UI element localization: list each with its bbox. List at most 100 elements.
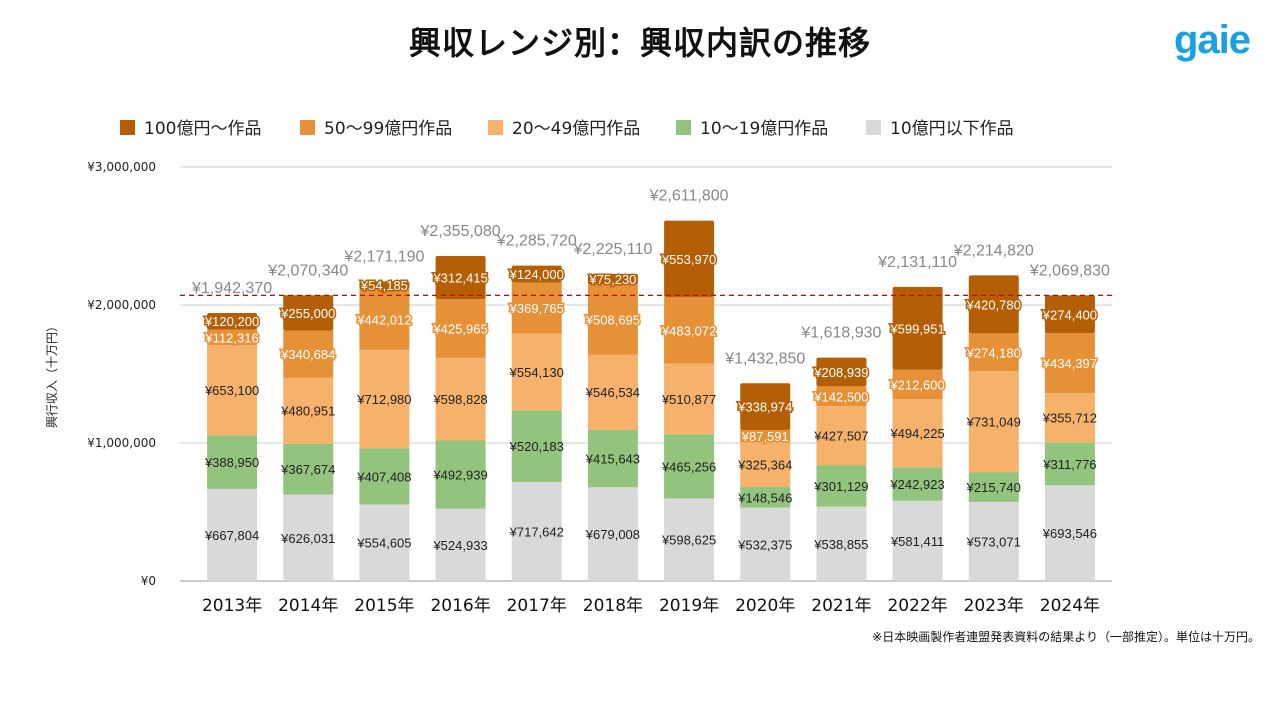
data-label: ¥598,828 bbox=[432, 392, 487, 407]
bar-segment bbox=[207, 312, 258, 330]
data-label: ¥679,008 bbox=[585, 527, 640, 542]
x-tick-label: 2024年 bbox=[1040, 596, 1100, 616]
data-label: ¥508,695 bbox=[585, 312, 640, 327]
data-label: ¥480,951 bbox=[280, 404, 335, 419]
bar-segment bbox=[511, 265, 562, 283]
bar-segment bbox=[359, 448, 410, 505]
data-label: ¥465,256 bbox=[661, 459, 716, 474]
data-label: ¥483,072 bbox=[661, 323, 716, 338]
bar-segment bbox=[359, 349, 410, 449]
data-label: ¥148,546 bbox=[737, 490, 792, 505]
bar-segment bbox=[664, 363, 715, 435]
legend-label: 50〜99億円作品 bbox=[324, 119, 452, 139]
total-label: ¥2,285,720 bbox=[496, 233, 577, 250]
total-label: ¥2,355,080 bbox=[420, 223, 501, 240]
bar-segment bbox=[1044, 485, 1095, 581]
data-label: ¥581,411 bbox=[890, 534, 944, 549]
data-label: ¥142,500 bbox=[813, 389, 868, 404]
bar-segment bbox=[816, 357, 867, 387]
data-label: ¥693,546 bbox=[1042, 526, 1097, 541]
total-label: ¥1,432,850 bbox=[724, 350, 805, 367]
bar-segment bbox=[968, 333, 1019, 372]
data-label: ¥538,855 bbox=[813, 537, 868, 552]
bar-segment bbox=[816, 406, 867, 466]
total-label: ¥2,070,340 bbox=[267, 262, 348, 279]
legend-label: 20〜49億円作品 bbox=[512, 119, 640, 139]
data-label: ¥338,974 bbox=[737, 400, 792, 415]
bar-segment bbox=[435, 508, 486, 581]
data-label: ¥242,923 bbox=[889, 477, 944, 492]
bar-segment bbox=[283, 494, 334, 581]
legend-label: 100億円〜作品 bbox=[144, 119, 261, 139]
legend-swatch bbox=[488, 120, 503, 135]
data-label: ¥653,100 bbox=[204, 383, 259, 398]
data-label: ¥427,507 bbox=[813, 429, 868, 444]
bar-segment bbox=[207, 488, 258, 581]
data-label: ¥311,776 bbox=[1042, 457, 1096, 472]
data-label: ¥75,230 bbox=[588, 272, 636, 287]
data-label: ¥731,049 bbox=[966, 415, 1021, 430]
data-label: ¥120,200 bbox=[204, 314, 259, 329]
bar-segment bbox=[816, 386, 867, 407]
data-label: ¥215,740 bbox=[966, 480, 1021, 495]
total-label: ¥1,618,930 bbox=[800, 325, 881, 342]
total-label: ¥2,225,110 bbox=[572, 241, 652, 258]
data-label: ¥573,071 bbox=[966, 534, 1021, 549]
bar-segment bbox=[816, 506, 867, 581]
y-tick-label: ¥1,000,000 bbox=[87, 436, 156, 450]
data-label: ¥355,712 bbox=[1042, 411, 1097, 426]
bar-segment bbox=[587, 273, 638, 285]
bar-segment bbox=[968, 501, 1019, 581]
bar-segment bbox=[511, 333, 562, 411]
x-tick-label: 2017年 bbox=[507, 596, 567, 616]
bar-segment bbox=[892, 467, 943, 501]
data-label: ¥87,591 bbox=[741, 429, 789, 444]
gaie-logo: gaie bbox=[1173, 18, 1251, 62]
total-label: ¥1,942,370 bbox=[191, 280, 272, 297]
data-label: ¥434,397 bbox=[1042, 356, 1097, 371]
data-label: ¥369,765 bbox=[509, 301, 564, 316]
y-tick-label: ¥3,000,000 bbox=[87, 160, 156, 174]
bar-segment bbox=[587, 487, 638, 581]
data-label: ¥626,031 bbox=[280, 531, 335, 546]
x-tick-label: 2021年 bbox=[811, 596, 871, 616]
bar-segment bbox=[587, 429, 638, 488]
total-label: ¥2,611,800 bbox=[649, 188, 729, 205]
bar-segment bbox=[740, 507, 791, 581]
data-label: ¥54,185 bbox=[360, 278, 408, 293]
bar-segment bbox=[816, 465, 867, 507]
data-label: ¥340,684 bbox=[280, 347, 335, 362]
data-label: ¥546,534 bbox=[585, 385, 640, 400]
bar-segment bbox=[1044, 333, 1095, 394]
data-label: ¥520,183 bbox=[509, 439, 564, 454]
legend-swatch bbox=[676, 120, 691, 135]
data-label: ¥367,674 bbox=[280, 462, 335, 477]
data-label: ¥492,939 bbox=[432, 468, 487, 483]
data-label: ¥325,364 bbox=[737, 458, 792, 473]
data-label: ¥212,600 bbox=[889, 377, 944, 392]
data-label: ¥301,129 bbox=[813, 479, 868, 494]
bar-segment bbox=[892, 369, 943, 400]
bar-segment bbox=[587, 284, 638, 355]
x-tick-label: 2020年 bbox=[735, 596, 795, 616]
bar-segment bbox=[892, 286, 943, 370]
data-label: ¥388,950 bbox=[204, 455, 259, 470]
bar-segment bbox=[664, 498, 715, 581]
data-label: ¥510,877 bbox=[661, 392, 716, 407]
data-label: ¥312,415 bbox=[432, 271, 487, 286]
data-label: ¥442,012 bbox=[356, 312, 411, 327]
data-label: ¥208,939 bbox=[813, 365, 868, 380]
legend-swatch bbox=[866, 120, 881, 135]
data-label: ¥425,965 bbox=[432, 322, 487, 337]
data-label: ¥274,400 bbox=[1042, 307, 1097, 322]
data-label: ¥524,933 bbox=[432, 538, 487, 553]
bar-segment bbox=[968, 371, 1019, 473]
x-tick-label: 2015年 bbox=[354, 596, 414, 616]
total-label: ¥2,069,830 bbox=[1029, 262, 1110, 279]
data-label: ¥598,625 bbox=[661, 533, 716, 548]
x-tick-label: 2022年 bbox=[887, 596, 947, 616]
data-label: ¥712,980 bbox=[356, 392, 411, 407]
bar-segment bbox=[283, 330, 334, 378]
bar-segment bbox=[207, 435, 258, 489]
